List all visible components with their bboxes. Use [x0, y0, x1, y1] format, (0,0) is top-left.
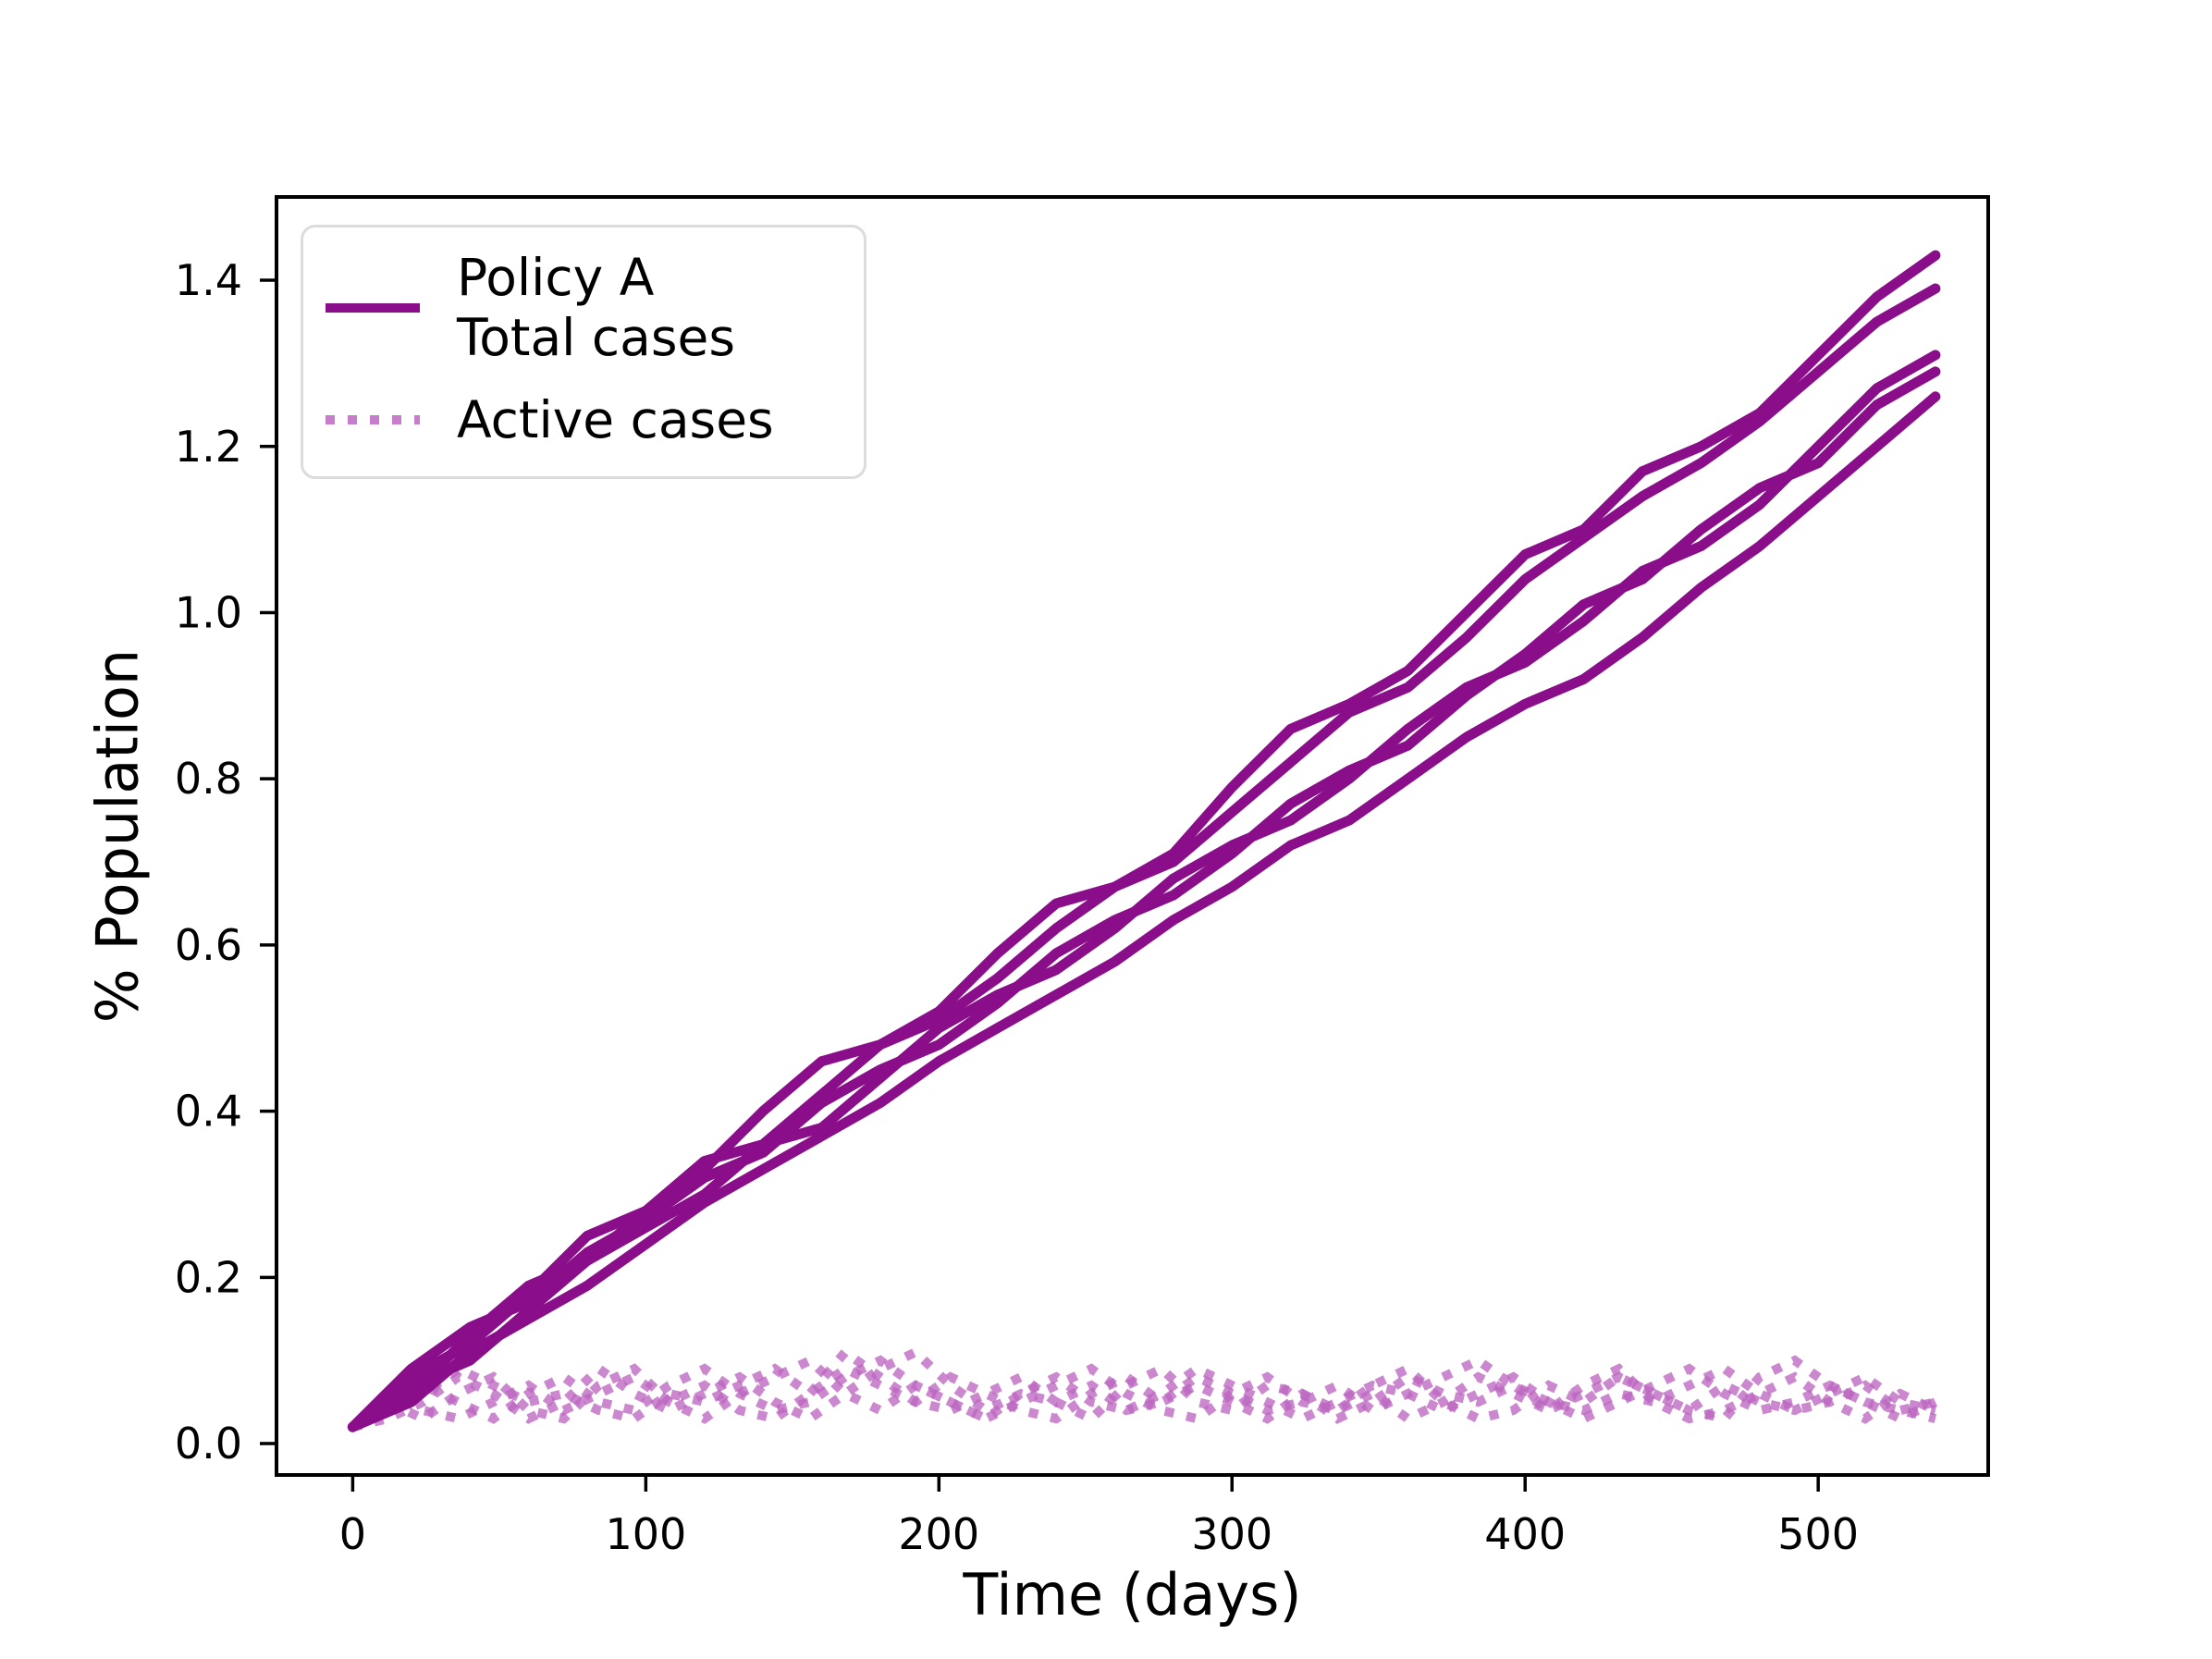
active-cases-dotted-swatch — [326, 415, 420, 425]
y-tick-label: 0.8 — [175, 754, 242, 804]
x-tick-label: 400 — [1484, 1509, 1566, 1559]
legend-label-policy-a: Policy A — [457, 248, 655, 307]
legend-label-active-cases: Active cases — [457, 389, 774, 449]
legend-label-total-cases-line2: Total cases — [457, 307, 736, 367]
total-cases-line — [347, 391, 1941, 1432]
active-cases-dotted-line — [350, 1355, 1938, 1432]
total-cases-line — [347, 350, 1941, 1432]
legend-entry-total-cases: Policy A Total cases — [326, 248, 827, 368]
legend: Policy A Total cases Active cases — [301, 225, 866, 479]
active-cases-dotted-line — [349, 1355, 1938, 1431]
x-tick-label: 500 — [1777, 1509, 1859, 1559]
y-tick-label: 0.2 — [175, 1252, 242, 1302]
y-tick-label: 1.0 — [175, 587, 242, 637]
x-tick-label: 300 — [1191, 1509, 1272, 1559]
total-cases-line-swatch — [326, 302, 420, 313]
active-cases-dotted-line — [351, 1346, 1937, 1432]
axes-spines — [275, 195, 1990, 1477]
x-axis-label: Time (days) — [963, 1561, 1302, 1628]
y-tick-label: 0.6 — [175, 920, 242, 970]
y-tick-label: 0.0 — [175, 1419, 242, 1469]
legend-entry-active-cases: Active cases — [326, 390, 827, 450]
y-tick-label: 1.2 — [175, 422, 242, 472]
active-cases-dotted-line — [350, 1355, 1937, 1432]
active-cases-dotted-line — [350, 1346, 1937, 1432]
y-tick-label: 0.4 — [175, 1087, 242, 1137]
legend-label-total-cases: Policy A Total cases — [457, 248, 735, 368]
x-tick-label: 200 — [898, 1509, 979, 1559]
x-tick-label: 0 — [339, 1509, 366, 1559]
y-tick-label: 1.4 — [175, 255, 242, 305]
total-cases-line — [347, 366, 1941, 1432]
y-axis-label: % Population — [83, 648, 152, 1024]
x-tick-label: 100 — [605, 1509, 686, 1559]
